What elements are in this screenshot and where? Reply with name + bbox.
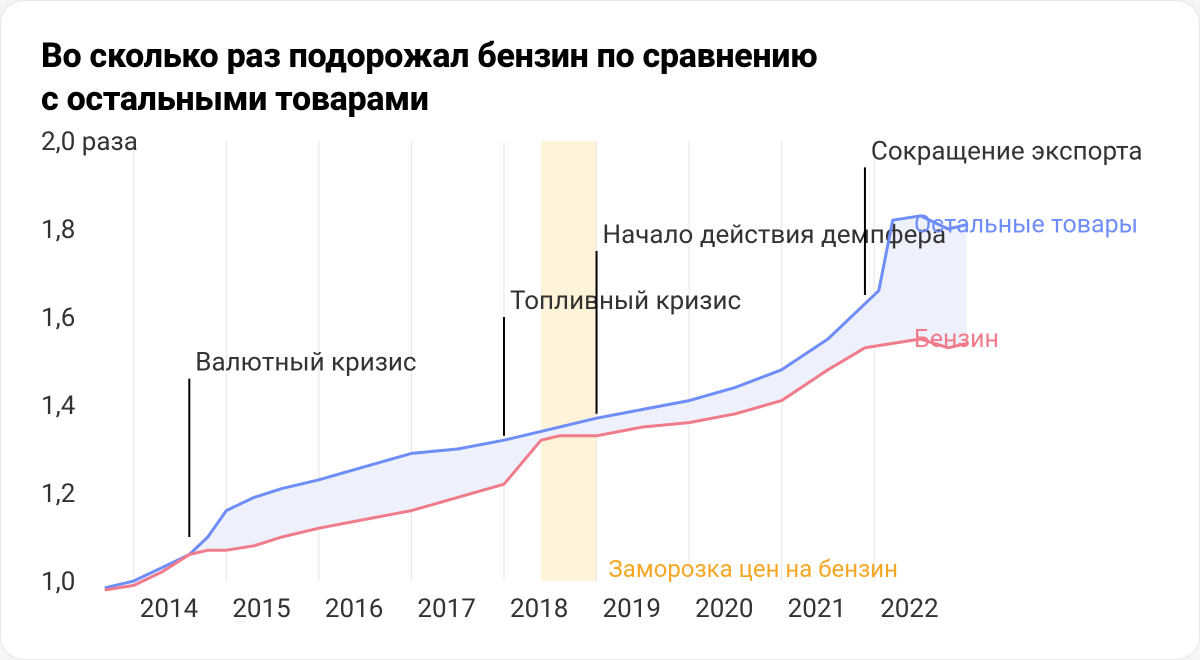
chart-title: Во сколько раз подорожал бензин по сравн… <box>41 35 817 120</box>
title-line-2: с остальными товарами <box>41 79 429 119</box>
x-tick-label: 2014 <box>140 594 199 624</box>
x-tick-label: 2019 <box>603 594 661 624</box>
series-label: Бензин <box>914 325 999 354</box>
line-chart: 2014 2015 2016 2017 2018 2019 2020 2021 2022 1,0 1… <box>41 131 1161 631</box>
series-label: Остальные товары <box>914 211 1138 240</box>
y-tick-label: 1,0 <box>41 567 75 597</box>
annotation-label: Топливный кризис <box>510 286 741 316</box>
chart-card: Во сколько раз подорожал бензин по сравн… <box>0 0 1200 660</box>
x-tick-label: 2017 <box>417 594 475 624</box>
annotation-label: Валютный кризис <box>195 348 416 378</box>
annotation-label: Начало действия демпфера <box>603 220 947 250</box>
x-tick-label: 2015 <box>232 594 290 624</box>
annotation-label: Сокращение экспорта <box>871 136 1143 166</box>
freeze-band <box>541 141 597 581</box>
y-tick-label: 2,0 раза <box>41 131 138 157</box>
y-tick-label: 1,2 <box>41 479 75 509</box>
x-tick-label: 2018 <box>510 594 568 624</box>
freeze-label: Заморозка цен на бензин <box>609 555 898 583</box>
chart-area: 2014 2015 2016 2017 2018 2019 2020 2021 2022 1,0 1… <box>41 131 1161 631</box>
title-line-1: Во сколько раз подорожал бензин по сравн… <box>41 36 817 76</box>
x-tick-label: 2021 <box>788 594 846 624</box>
x-tick-label: 2016 <box>325 594 383 624</box>
x-tick-label: 2022 <box>880 594 938 624</box>
area-between <box>106 216 967 590</box>
y-tick-label: 1,4 <box>41 391 76 421</box>
y-tick-label: 1,8 <box>41 215 75 245</box>
x-tick-label: 2020 <box>695 594 753 624</box>
y-tick-label: 1,6 <box>41 303 75 333</box>
